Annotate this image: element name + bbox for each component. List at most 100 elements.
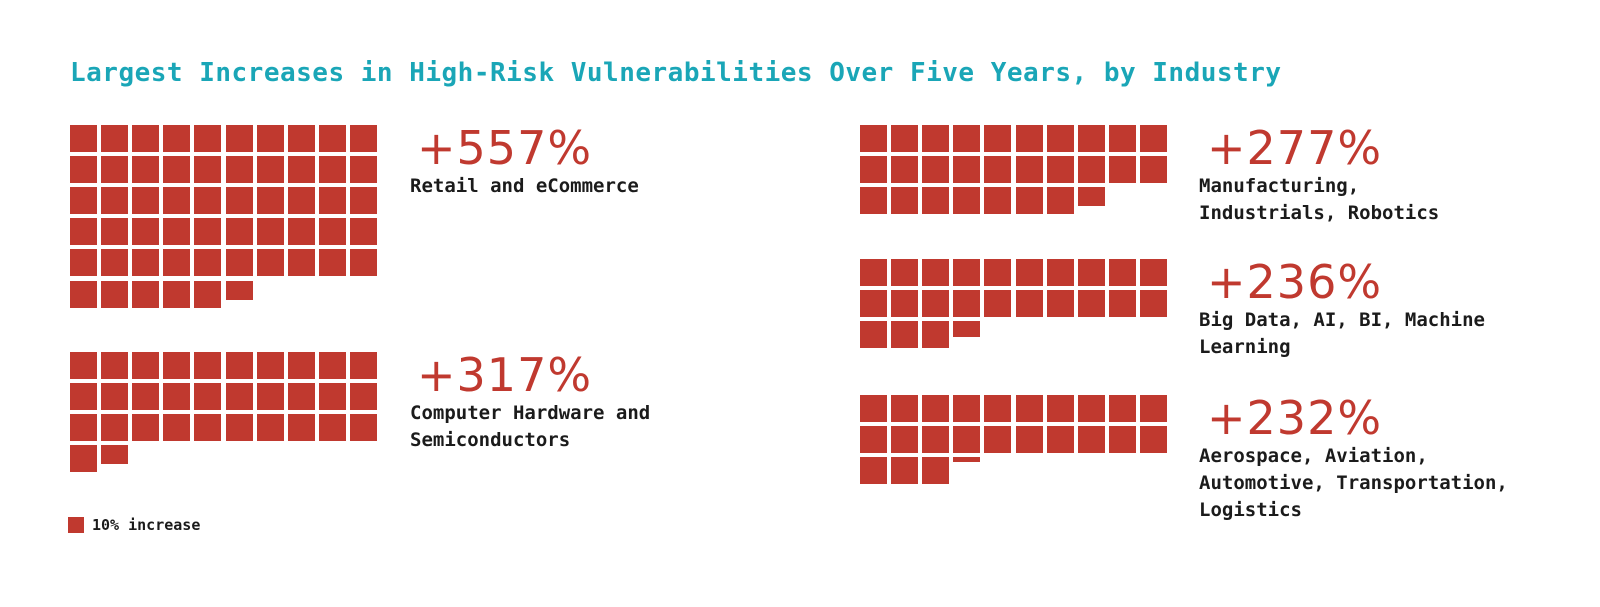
waffle-cell	[891, 395, 919, 422]
value-label: +557%	[417, 121, 593, 175]
waffle-cell	[984, 259, 1012, 286]
legend-label: 10% increase	[92, 516, 201, 534]
waffle-cell	[101, 352, 129, 379]
waffle-cell	[225, 352, 253, 379]
waffle-cell	[984, 426, 1012, 454]
waffle-cell	[287, 249, 315, 277]
waffle-cell	[1015, 426, 1043, 454]
waffle-cell	[891, 125, 919, 152]
waffle-cell	[287, 414, 315, 442]
waffle-cell	[1108, 156, 1136, 184]
waffle-cell	[101, 249, 129, 277]
waffle-cell	[318, 249, 346, 277]
waffle-cell	[1015, 259, 1043, 286]
waffle-cell	[891, 187, 919, 215]
waffle-cell	[101, 156, 129, 184]
waffle-cell	[70, 156, 97, 184]
waffle-cell	[1108, 125, 1136, 152]
waffle-cell	[318, 187, 346, 215]
waffle-cell	[860, 259, 887, 286]
waffle-cell	[1108, 259, 1136, 286]
waffle-cell	[132, 218, 160, 246]
waffle-cell	[1046, 290, 1074, 318]
waffle-cell	[101, 280, 129, 308]
waffle-cell	[1139, 290, 1167, 318]
waffle-cell	[101, 383, 129, 411]
waffle-cell	[1015, 187, 1043, 215]
waffle-cell	[1077, 156, 1105, 184]
waffle-cell	[70, 249, 97, 277]
waffle-cell	[860, 457, 887, 485]
waffle-cell	[194, 156, 222, 184]
waffle-cell	[953, 321, 981, 338]
waffle-cell	[132, 414, 160, 442]
waffle-cell	[70, 383, 97, 411]
waffle-cell	[225, 414, 253, 442]
waffle-cell	[891, 426, 919, 454]
value-label: +277%	[1207, 121, 1383, 175]
waffle-cell	[225, 249, 253, 277]
waffle-cell	[194, 352, 222, 379]
waffle-cell	[256, 156, 284, 184]
waffle-cell	[349, 383, 377, 411]
waffle-cell	[922, 321, 950, 349]
waffle-cell	[163, 125, 191, 152]
waffle-cell	[1139, 395, 1167, 422]
waffle-cell	[1046, 125, 1074, 152]
value-label: +232%	[1207, 391, 1383, 445]
waffle-cell	[891, 290, 919, 318]
waffle-cell	[349, 414, 377, 442]
waffle-cell	[225, 280, 253, 300]
waffle-cell	[1077, 426, 1105, 454]
waffle-cell	[132, 125, 160, 152]
waffle-cell	[287, 218, 315, 246]
waffle-cell	[132, 249, 160, 277]
waffle-cell	[1077, 125, 1105, 152]
waffle-cell	[256, 218, 284, 246]
waffle-cell	[163, 280, 191, 308]
waffle-cell	[194, 414, 222, 442]
waffle-cell	[1108, 395, 1136, 422]
waffle-cell	[194, 280, 222, 308]
waffle-cell	[256, 383, 284, 411]
waffle-cell	[101, 445, 129, 465]
waffle-cell	[953, 290, 981, 318]
waffle-cell	[860, 125, 887, 152]
industry-label: Aerospace, Aviation, Automotive, Transpo…	[1199, 445, 1508, 521]
waffle-cell	[256, 352, 284, 379]
waffle-cell	[287, 156, 315, 184]
waffle-cell	[922, 259, 950, 286]
waffle-cell	[1139, 156, 1167, 184]
waffle-cell	[1139, 426, 1167, 454]
waffle-cell	[287, 352, 315, 379]
waffle-cell	[163, 218, 191, 246]
value-label: +236%	[1207, 255, 1383, 309]
waffle-cell	[349, 249, 377, 277]
industry-label: Computer Hardware and Semiconductors	[410, 402, 651, 451]
waffle-cell	[132, 352, 160, 379]
waffle-cell	[163, 352, 191, 379]
industry-label: Retail and eCommerce	[410, 175, 639, 197]
waffle-cell	[922, 457, 950, 485]
waffle-cell	[225, 218, 253, 246]
waffle-cell	[922, 187, 950, 215]
waffle-cell	[349, 156, 377, 184]
waffle-cell	[1108, 426, 1136, 454]
waffle-cell	[287, 383, 315, 411]
waffle-cell	[891, 457, 919, 485]
waffle-cell	[1046, 395, 1074, 422]
waffle-cell	[1015, 395, 1043, 422]
waffle-cell	[984, 125, 1012, 152]
waffle-cell	[349, 352, 377, 379]
waffle-cell	[1077, 395, 1105, 422]
waffle-cell	[953, 187, 981, 215]
waffle-cell	[1046, 426, 1074, 454]
waffle-cell	[194, 125, 222, 152]
waffle-cell	[225, 125, 253, 152]
waffle-cell	[163, 156, 191, 184]
waffle-cell	[70, 352, 97, 379]
waffle-cell	[132, 156, 160, 184]
waffle-cell	[194, 187, 222, 215]
waffle-cell	[922, 156, 950, 184]
waffle-cell	[860, 290, 887, 318]
